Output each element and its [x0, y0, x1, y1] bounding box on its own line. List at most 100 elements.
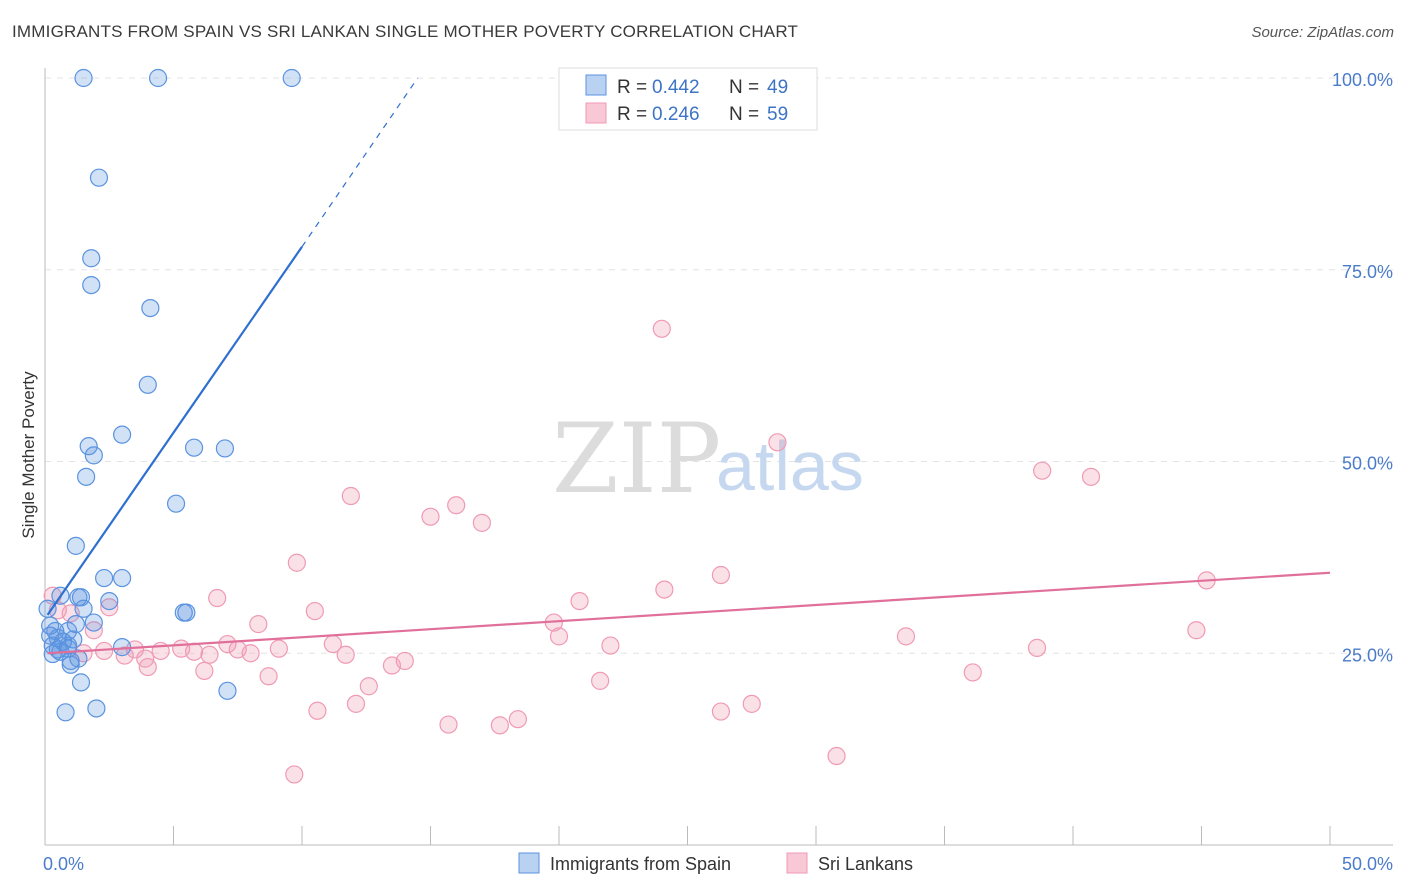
sri-lankan-point-55 — [827, 746, 846, 766]
spain-point-21 — [100, 591, 119, 611]
sri-lankan-point-34 — [200, 645, 219, 664]
sri-lankan-point-52 — [508, 710, 527, 729]
legend-n-value-blue: 49 — [767, 77, 788, 98]
spain-point-2 — [282, 68, 301, 88]
sri-lankan-point-33 — [184, 642, 204, 661]
spain-point-9 — [79, 437, 98, 456]
spain-point-13 — [77, 467, 96, 486]
y-tick-label-75: 75.0% — [1342, 262, 1393, 282]
sri-lankan-point-44 — [259, 667, 278, 686]
sri-lankan-point-56 — [285, 765, 304, 784]
spain-point-14 — [166, 494, 186, 513]
spain-point-47 — [41, 626, 60, 645]
legend-n-label-pink: N = — [729, 104, 759, 125]
y-tick-label-25: 25.0% — [1342, 645, 1393, 665]
sri-lankan-point-5 — [447, 496, 466, 515]
sri-lankan-point-43 — [195, 661, 214, 680]
sri-lankan-point-41 — [382, 656, 402, 675]
legend-r-label-blue: R = — [617, 77, 647, 98]
sri-lankan-point-57 — [100, 598, 119, 617]
spain-point-10 — [184, 438, 204, 457]
y-tick-label-50: 50.0% — [1342, 454, 1393, 474]
y-axis-label: Single Mother Poverty — [19, 371, 38, 539]
chart-title: IMMIGRANTS FROM SPAIN VS SRI LANKAN SING… — [12, 22, 799, 41]
legend-swatch-pink — [585, 102, 607, 124]
sri-lankan-point-27 — [269, 639, 288, 658]
y-tick-label-100: 100.0% — [1332, 70, 1393, 90]
sri-lankan-point-37 — [336, 645, 355, 664]
sri-lankan-point-9 — [711, 565, 731, 585]
sri-lankan-point-12 — [208, 588, 227, 608]
legend-r-value-blue: 0.442 — [652, 77, 700, 98]
watermark: ZIP atlas — [552, 403, 864, 515]
source-label: Source: ZipAtlas.com — [1251, 24, 1394, 41]
sri-lankan-point-36 — [241, 644, 260, 663]
sri-lankan-point-16 — [305, 601, 324, 621]
series-legend-swatch-pink — [786, 852, 808, 874]
spain-point-42 — [71, 673, 91, 692]
trend-line-sri-lankans — [47, 571, 1331, 655]
sri-lankan-point-48 — [346, 694, 366, 713]
series-legend-label-pink: Sri Lankans — [818, 854, 913, 874]
series-legend-swatch-blue — [518, 852, 540, 874]
series-sri-lankans — [43, 319, 1216, 784]
watermark-zip: ZIP — [552, 403, 721, 515]
legend-swatch-blue — [585, 74, 607, 96]
x-tick-marks — [44, 826, 1331, 845]
sri-lankan-point-20 — [84, 621, 103, 640]
spain-point-28 — [84, 613, 103, 632]
sri-lankan-point-7 — [472, 513, 491, 532]
trend-line-spain-extension — [301, 77, 419, 248]
sri-lankan-point-11 — [655, 580, 674, 599]
sri-lankan-point-19 — [1187, 621, 1206, 640]
series-legend: Immigrants from Spain Sri Lankans — [518, 852, 913, 874]
spain-point-22 — [74, 599, 93, 618]
sri-lankan-point-21 — [549, 627, 569, 646]
sri-lankan-point-13 — [570, 591, 589, 611]
sri-lankan-point-46 — [591, 671, 610, 690]
sri-lankan-point-8 — [287, 553, 306, 572]
sri-lankan-point-6 — [421, 507, 440, 526]
spain-point-1 — [148, 68, 168, 88]
sri-lankan-point-25 — [601, 636, 620, 655]
spain-point-7 — [138, 375, 157, 394]
spain-point-4 — [82, 249, 101, 268]
spain-point-5 — [82, 275, 101, 295]
sri-lankan-point-45 — [963, 663, 982, 682]
sri-lankan-point-47 — [359, 677, 378, 696]
sri-lankan-point-2 — [1033, 461, 1052, 480]
stats-legend: R = 0.442 N = 49 R = 0.246 N = 59 — [558, 67, 818, 131]
spain-point-43 — [218, 681, 237, 700]
watermark-atlas: atlas — [716, 427, 864, 505]
trend-line-spain — [46, 246, 303, 616]
x-tick-label-max: 50.0% — [1342, 854, 1393, 874]
sri-lankan-point-53 — [490, 716, 509, 735]
series-legend-label-blue: Immigrants from Spain — [550, 854, 731, 874]
sri-lankan-point-1 — [768, 433, 787, 452]
legend-n-value-pink: 59 — [767, 104, 788, 125]
spain-point-44 — [56, 703, 75, 722]
sri-lankan-point-49 — [308, 701, 327, 720]
series-immigrants-from-spain — [38, 68, 301, 722]
spain-point-45 — [87, 699, 106, 718]
y-tick-labels: 25.0% 50.0% 75.0% 100.0% — [1332, 70, 1393, 665]
spain-point-25 — [177, 603, 196, 622]
sri-lankan-point-26 — [1027, 638, 1047, 657]
spain-point-20 — [71, 588, 91, 607]
sri-lankan-point-23 — [218, 634, 237, 654]
sri-lankan-point-3 — [1081, 467, 1101, 486]
sri-lankan-point-50 — [742, 694, 761, 713]
sri-lankan-point-42 — [138, 657, 157, 677]
sri-lankan-point-4 — [341, 486, 360, 506]
spain-point-16 — [95, 568, 114, 588]
spain-point-6 — [141, 299, 160, 318]
spain-point-27 — [66, 615, 85, 634]
trend-lines — [46, 77, 1331, 655]
x-tick-label-min: 0.0% — [43, 854, 84, 874]
sri-lankan-point-54 — [439, 715, 458, 734]
sri-lankan-point-22 — [896, 627, 916, 646]
legend-r-label-pink: R = — [617, 104, 647, 125]
spain-point-48 — [61, 655, 80, 674]
sri-lankan-point-0 — [652, 319, 671, 338]
sri-lankan-point-51 — [711, 702, 731, 721]
